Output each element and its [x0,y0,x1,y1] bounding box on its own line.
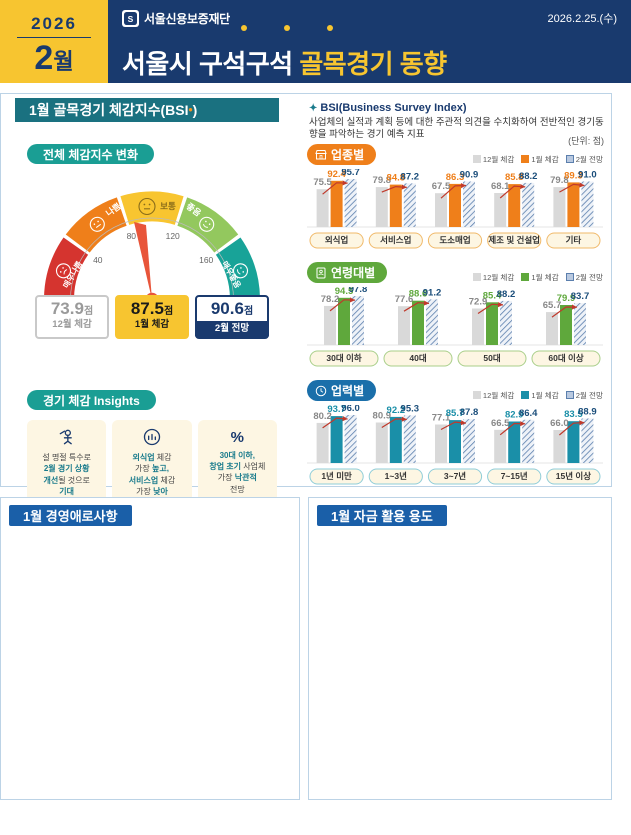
svg-text:88.2: 88.2 [497,289,516,300]
svg-text:97.8: 97.8 [349,287,368,295]
svg-text:S: S [128,14,134,24]
svg-text:91.2: 91.2 [423,287,442,298]
svg-text:보통: 보통 [160,201,176,211]
svg-text:서비스업: 서비스업 [380,235,411,245]
svg-text:40대: 40대 [409,353,426,363]
svg-text:1~3년: 1~3년 [385,471,407,481]
svg-text:91.0: 91.0 [578,170,597,181]
svg-text:160: 160 [199,255,213,265]
svg-text:87.2: 87.2 [401,171,420,182]
svg-text:60대 이상: 60대 이상 [548,353,583,363]
svg-text:95.3: 95.3 [401,405,420,414]
svg-text:제조 및 건설업: 제조 및 건설업 [488,235,540,245]
svg-text:50대: 50대 [483,353,500,363]
svg-text:95.7: 95.7 [341,169,360,178]
svg-text:120: 120 [166,231,180,241]
svg-text:15년 이상: 15년 이상 [556,471,591,481]
svg-text:외식업: 외식업 [325,235,348,245]
svg-text:7~15년: 7~15년 [501,471,528,481]
svg-text:88.9: 88.9 [578,407,597,418]
svg-text:86.4: 86.4 [519,408,538,419]
svg-text:1년 미만: 1년 미만 [321,471,352,481]
svg-text:30대 이하: 30대 이하 [326,353,361,363]
svg-text:기타: 기타 [566,235,582,245]
svg-text:80: 80 [127,231,137,241]
svg-text:83.7: 83.7 [571,291,590,302]
svg-text:도소매업: 도소매업 [439,235,470,245]
svg-text:3~7년: 3~7년 [444,471,466,481]
svg-text:90.9: 90.9 [460,170,479,181]
svg-text:96.0: 96.0 [341,405,360,414]
svg-text:40: 40 [93,255,103,265]
svg-text:87.8: 87.8 [460,407,479,418]
svg-text:88.2: 88.2 [519,171,538,182]
